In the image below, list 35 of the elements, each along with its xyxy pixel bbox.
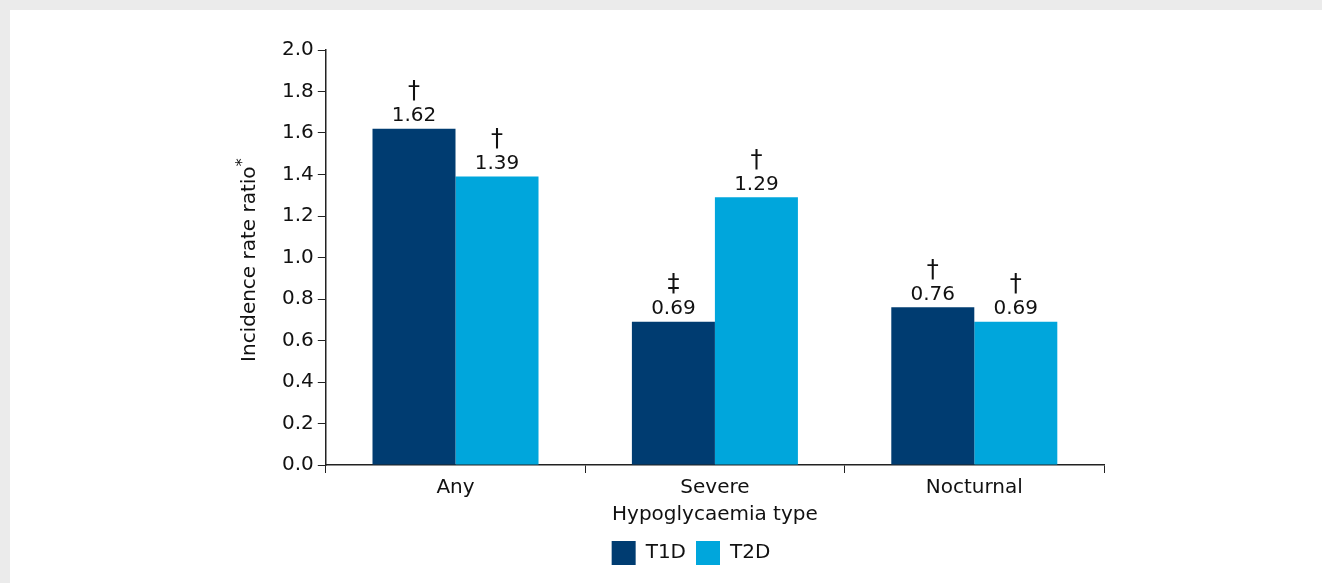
bar: [891, 307, 975, 465]
y-tick-label: 1.4: [281, 160, 314, 185]
y-tick-label: 0.4: [281, 368, 314, 393]
legend-label: T1D: [644, 539, 686, 564]
data-label: 0.69: [993, 295, 1039, 320]
data-label: 1.29: [734, 170, 779, 195]
data-label: 0.76: [910, 280, 956, 305]
annotation: †: [750, 144, 763, 173]
x-tick-label: Any: [436, 474, 475, 499]
x-axis-title: Hypoglycaemia type: [612, 501, 818, 526]
y-tick-label: 0.2: [281, 409, 314, 434]
x-tick-label: Nocturnal: [925, 474, 1023, 499]
y-tick-label: 0.6: [281, 326, 314, 351]
annotation: ‡: [667, 269, 680, 298]
x-tick-label: Severe: [680, 474, 750, 499]
bar: [631, 321, 715, 465]
bar: [714, 197, 798, 465]
y-tick-label: 1.8: [281, 77, 314, 102]
annotation: †: [491, 123, 504, 152]
y-tick-label: 0.0: [281, 451, 314, 476]
annotation: †: [1009, 269, 1022, 298]
data-label: 0.69: [651, 295, 696, 320]
bar: [372, 128, 456, 465]
data-label: 1.62: [391, 102, 437, 127]
legend-label: T2D: [729, 539, 771, 564]
data-label: 1.39: [474, 149, 520, 174]
bar: [455, 176, 539, 465]
bar: [974, 321, 1058, 465]
y-tick-label: 1.6: [281, 119, 314, 144]
y-tick-label: 1.0: [281, 243, 314, 268]
y-tick-label: 0.8: [281, 285, 314, 310]
annotation: †: [926, 254, 939, 283]
annotation: †: [408, 76, 420, 105]
y-tick-label: 1.2: [281, 202, 314, 227]
y-tick-label: 2.0: [281, 36, 314, 61]
